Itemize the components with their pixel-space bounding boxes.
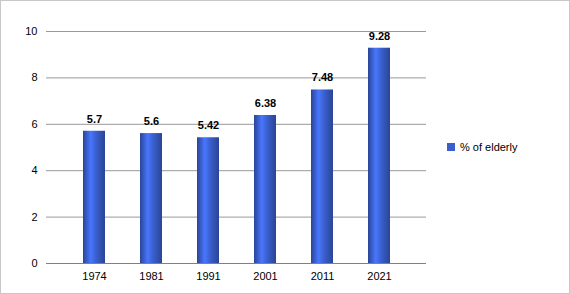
svg-text:0: 0	[31, 257, 37, 269]
svg-text:4: 4	[31, 164, 37, 176]
html-text:% of elderly: % of elderly	[460, 141, 518, 153]
svg-text:5.7: 5.7	[87, 113, 102, 125]
svg-text:1991: 1991	[196, 270, 220, 282]
svg-text:2011: 2011	[311, 270, 335, 282]
svg-text:5.6: 5.6	[144, 115, 159, 127]
svg-text:7.48: 7.48	[312, 71, 333, 83]
svg-text:2: 2	[31, 211, 37, 223]
svg-text:1981: 1981	[139, 270, 163, 282]
svg-text:2001: 2001	[253, 270, 277, 282]
svg-text:8: 8	[31, 71, 37, 83]
svg-text:5.42: 5.42	[198, 119, 219, 131]
svg-text:1974: 1974	[82, 270, 106, 282]
svg-text:9.28: 9.28	[369, 30, 390, 42]
svg-text:2021: 2021	[367, 270, 391, 282]
svg-text:10: 10	[25, 25, 37, 37]
svg-text:6.38: 6.38	[255, 97, 276, 109]
svg-text:6: 6	[31, 118, 37, 130]
